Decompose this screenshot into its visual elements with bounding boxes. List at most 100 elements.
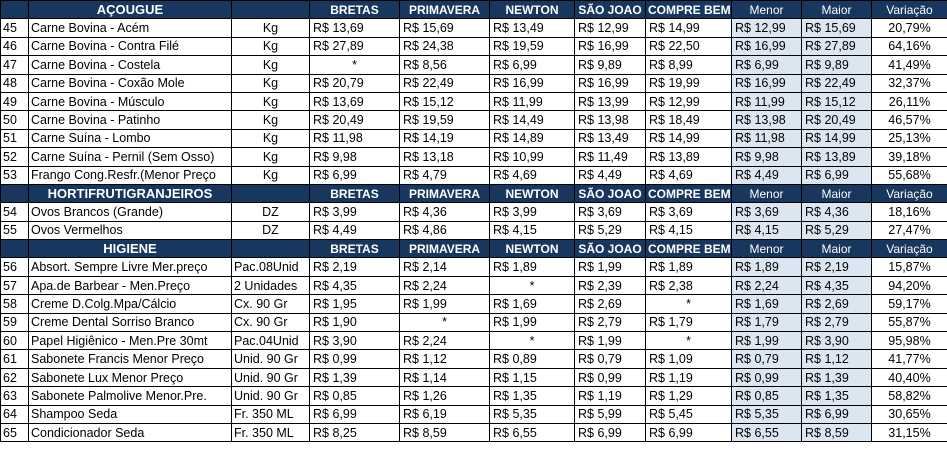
store-price: R$ 2,38: [645, 275, 732, 296]
store-price: R$ 1,15: [489, 367, 575, 388]
store-price: R$ 0,85: [309, 386, 400, 406]
variation-percent: 39,18%: [871, 147, 947, 167]
table-row: 61 Sabonete Francis Menor Preço Unid. 90 G…: [0, 349, 947, 369]
store-price: R$ 14,89: [489, 128, 575, 149]
item-name: Carne Bovina - Coxão Mole: [28, 73, 232, 93]
min-price: R$ 1,79: [731, 312, 802, 333]
table-row: 60 Papel Higiênico - Men.Pre 30mt Pac.04Un…: [0, 331, 947, 351]
item-name: Carne Bovina - Músculo: [28, 91, 232, 112]
store-price: R$ 1,19: [574, 386, 646, 406]
store-price: R$ 13,49: [489, 18, 575, 38]
item-unit: Kg: [231, 147, 310, 167]
max-price: R$ 1,39: [801, 367, 872, 388]
store-price: R$ 14,49: [489, 110, 575, 130]
store-price: R$ 1,26: [399, 386, 490, 406]
min-price: R$ 2,24: [731, 275, 802, 296]
column-header: Menor: [731, 183, 802, 204]
store-price: R$ 1,39: [309, 367, 400, 388]
item-unit: Kg: [231, 91, 310, 112]
column-header: Maior: [801, 0, 872, 20]
header-blank-cell: [231, 0, 310, 20]
column-header: Maior: [801, 239, 872, 259]
store-price: R$ 3,90: [309, 331, 400, 351]
store-price: R$ 13,18: [399, 147, 490, 167]
store-price: R$ 1,69: [489, 294, 575, 314]
store-price: R$ 8,25: [309, 422, 400, 443]
column-header: BRETAS: [309, 183, 400, 204]
max-price: R$ 13,89: [801, 147, 872, 167]
min-price: R$ 4,15: [731, 220, 802, 241]
row-number: 63: [0, 386, 29, 406]
table-row: 65 Condicionador Seda Fr. 350 ML R$ 8,25 R$ …: [0, 422, 947, 443]
store-price: R$ 1,12: [399, 349, 490, 369]
store-price: R$ 1,99: [574, 257, 646, 277]
section-title: HIGIENE: [28, 239, 232, 259]
row-number: 53: [0, 165, 29, 185]
table-row: 62 Sabonete Lux Menor Preço Unid. 90 Gr R$ …: [0, 367, 947, 388]
section-title: HORTIFRUTIGRANJEIROS: [28, 183, 232, 204]
store-price: R$ 8,99: [645, 55, 732, 75]
variation-percent: 27,47%: [871, 220, 947, 241]
header-blank-cell: [231, 183, 310, 204]
item-unit: Kg: [231, 128, 310, 149]
max-price: R$ 6,99: [801, 404, 872, 424]
store-price: R$ 1,95: [309, 294, 400, 314]
row-number: 64: [0, 404, 29, 424]
item-name: Papel Higiênico - Men.Pre 30mt: [28, 331, 232, 351]
max-price: R$ 2,19: [801, 257, 872, 277]
min-price: R$ 11,98: [731, 128, 802, 149]
store-price: R$ 4,36: [399, 202, 490, 222]
column-header: Maior: [801, 183, 872, 204]
item-name: Frango Cong.Resfr.(Menor Preço: [28, 165, 232, 185]
table-row: 64 Shampoo Seda Fr. 350 ML R$ 6,99 R$ 6,19 R$…: [0, 404, 947, 424]
store-price: R$ 3,69: [645, 202, 732, 222]
store-price: R$ 4,35: [309, 275, 400, 296]
store-price: R$ 13,69: [309, 18, 400, 38]
store-price: R$ 2,24: [399, 331, 490, 351]
variation-percent: 18,16%: [871, 202, 947, 222]
store-price: R$ 5,29: [574, 220, 646, 241]
column-header: Menor: [731, 0, 802, 20]
column-header: NEWTON: [489, 0, 575, 20]
row-number: 50: [0, 110, 29, 130]
store-price: R$ 6,99: [645, 422, 732, 443]
store-price: R$ 0,89: [489, 349, 575, 369]
item-unit: Unid. 90 Gr: [231, 349, 310, 369]
item-unit: DZ: [231, 220, 310, 241]
store-price: R$ 1,90: [309, 312, 400, 333]
item-unit: Fr. 350 ML: [231, 404, 310, 424]
min-price: R$ 1,99: [731, 331, 802, 351]
variation-percent: 41,77%: [871, 349, 947, 369]
column-header: Variação: [871, 183, 947, 204]
store-price: R$ 1,79: [645, 312, 732, 333]
variation-percent: 94,20%: [871, 275, 947, 296]
item-name: Creme Dental Sorriso Branco: [28, 312, 232, 333]
column-header: NEWTON: [489, 183, 575, 204]
item-unit: Cx. 90 Gr: [231, 312, 310, 333]
variation-percent: 25,13%: [871, 128, 947, 149]
store-price: R$ 6,99: [489, 55, 575, 75]
table-row: 47 Carne Bovina - Costela Kg * R$ 8,56 R$ 6,9…: [0, 55, 947, 75]
store-price: *: [489, 275, 575, 296]
item-name: Carne Suína - Pernil (Sem Osso): [28, 147, 232, 167]
min-price: R$ 0,85: [731, 386, 802, 406]
column-header: SÃO JOAO: [574, 239, 646, 259]
item-name: Absort. Sempre Livre Mer.preço: [28, 257, 232, 277]
variation-percent: 59,17%: [871, 294, 947, 314]
item-unit: Kg: [231, 36, 310, 57]
store-price: R$ 2,19: [309, 257, 400, 277]
item-name: Carne Bovina - Contra Filé: [28, 36, 232, 57]
store-price: R$ 4,15: [489, 220, 575, 241]
store-price: R$ 4,69: [645, 165, 732, 185]
header-blank-cell: [0, 239, 29, 259]
max-price: R$ 20,49: [801, 110, 872, 130]
store-price: R$ 6,99: [309, 404, 400, 424]
item-unit: Kg: [231, 165, 310, 185]
store-price: R$ 2,69: [574, 294, 646, 314]
store-price: R$ 6,99: [574, 422, 646, 443]
store-price: R$ 1,99: [489, 312, 575, 333]
max-price: R$ 14,99: [801, 128, 872, 149]
store-price: R$ 19,59: [399, 110, 490, 130]
store-price: *: [489, 331, 575, 351]
min-price: R$ 0,79: [731, 349, 802, 369]
